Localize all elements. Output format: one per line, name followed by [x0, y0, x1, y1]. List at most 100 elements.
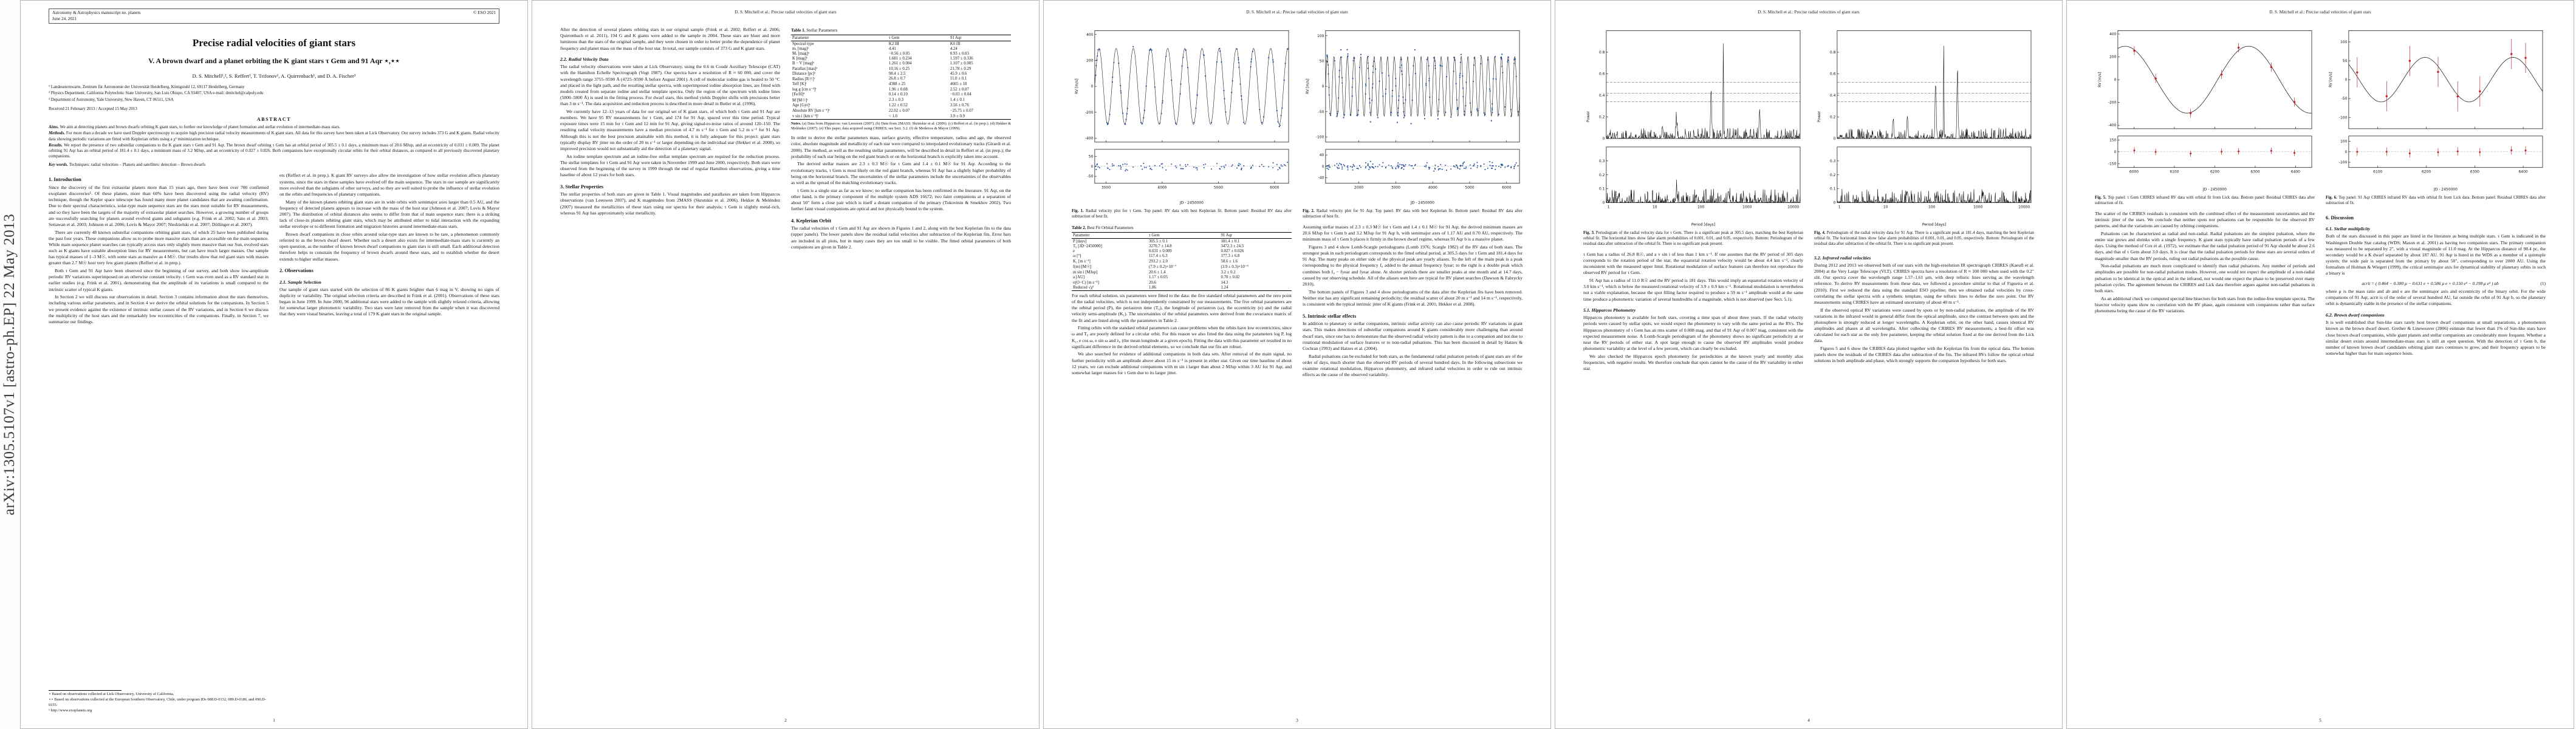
svg-text:10: 10: [1883, 205, 1888, 210]
svg-text:JD - 2450000: JD - 2450000: [2202, 188, 2227, 192]
svg-text:1: 1: [1838, 205, 1841, 210]
table-cell: 22.02 ± 0.07: [888, 108, 910, 113]
paragraph: Figures 5 and 6 show the CRIRES data plo…: [1814, 346, 2034, 364]
page-content: After the detection of several planets o…: [560, 21, 1011, 714]
table-header-cell: τ Gem: [1147, 232, 1220, 239]
subsection-heading: 2.1. Sample Selection: [279, 279, 321, 285]
table-cell: Absolute RV [km s⁻¹]ᵉ: [792, 109, 830, 114]
table-cell: 58.6 ± 1.6: [1221, 259, 1238, 264]
table-notes-lead: Notes.: [791, 121, 803, 126]
table-cell: 3.2 ± 0.2: [1221, 270, 1236, 275]
svg-text:-400: -400: [2108, 123, 2117, 128]
table-cell: K2 III: [888, 41, 899, 46]
paragraph: Radial pulsations can be excluded for bo…: [1303, 353, 1523, 378]
table-cell: 181.4 ± 0.1: [1221, 239, 1240, 244]
table-cell: Age [Gyr]ᶜ: [792, 103, 810, 108]
table-row: σ(O−C) [m s⁻¹] 20.6 14.3: [1072, 279, 1292, 286]
svg-text:0.3: 0.3: [1599, 159, 1605, 163]
paragraph: In order to derive the stellar parameter…: [791, 135, 1011, 159]
svg-text:-400: -400: [1085, 136, 1094, 140]
paragraph: In addition to planetary or stellar comp…: [1303, 321, 1523, 351]
rv-plot: -400 -200 0 200 400 -50 0 50 3000 4000 5000 6000 JD …: [1075, 30, 1289, 205]
table-row: Reduced √χ² 1.86 1.24: [1072, 286, 1292, 291]
svg-text:0.1: 0.1: [1599, 187, 1605, 191]
svg-text:100: 100: [1928, 205, 1936, 210]
table-cell: −0.56 ± 0.05: [888, 51, 910, 56]
table-cell: K₁ [m s⁻¹]: [1073, 259, 1091, 264]
column-2: -100 -50 0 50 100 -100 0 100 6100 6200 6300 6400 JD …: [2326, 27, 2546, 714]
svg-text:100: 100: [2340, 40, 2348, 44]
table-cell: 4.41: [888, 46, 896, 51]
paragraph: The bottom panels of Figures 3 and 4 sho…: [1303, 289, 1523, 307]
table-cell: σ(O−C) [m s⁻¹]: [1073, 281, 1099, 286]
table-cell: mᵥ [mag]ᵃ: [792, 46, 809, 51]
table-cell: 1.4 ± 0.1: [950, 98, 965, 103]
footnote-url[interactable]: ¹ http://www.exoplanets.org: [49, 708, 92, 713]
table-cell: 0.031 ± 0.009: [1148, 248, 1172, 253]
table-cell: 293.2 ± 2.0: [1148, 259, 1168, 264]
section-heading: 5. Intrinsic stellar effects: [1303, 313, 1357, 319]
page-content: -400 -200 0 200 400 -50 0 50 3000 4000 5000 6000 JD …: [1072, 21, 1523, 714]
svg-text:0: 0: [1091, 165, 1094, 169]
abstract-paragraph: Aims. We aim at detecting planets and br…: [49, 125, 341, 130]
figure-caption: Fig. 4. Periodogram of the radial veloci…: [1814, 231, 2034, 246]
table-cell: 1.24: [1221, 286, 1228, 290]
table-row: Distance [pc]ᵃ 98.4 ± 2.5 45.9 ± 0.6: [791, 71, 1011, 76]
subsection-heading: 5.2. Infrared radial velocities: [1814, 255, 1871, 261]
figure-2: -100 -50 0 50 100 -40 0 40 2000 3000 4000 5000 6000 J…: [1303, 27, 1523, 224]
keywords-line: Key words. Techniques: radial velocities…: [49, 162, 206, 168]
paragraph: τ Gem is a single star as far as we know…: [791, 187, 1011, 212]
paragraph: Brown dwarf companions in close orbits a…: [279, 231, 499, 262]
table-cell: < 1.0: [888, 114, 897, 118]
table-header-cell: Parameter: [791, 35, 888, 41]
table-title: Table 2. Best Fit Orbital Parameters: [1072, 225, 1134, 230]
svg-text:0.8: 0.8: [1830, 50, 1836, 55]
subsection-heading: 6.1. Stellar multiplicity: [2326, 226, 2371, 232]
paragraph: Fitting orbits with the standard orbital…: [1072, 325, 1292, 349]
paragraph: We also checked the Hipparcos epoch phot…: [1583, 353, 1803, 372]
table-cell: K0 III: [950, 41, 961, 46]
table-cell: 20.6 ± 1.4: [1148, 270, 1166, 275]
table-cell: 11.0 ± 0.1: [950, 77, 967, 81]
svg-text:400: 400: [2109, 32, 2117, 36]
paragraph: Our sample of giant stars started with t…: [279, 286, 499, 317]
svg-text:0.6: 0.6: [1599, 72, 1605, 76]
svg-text:0.8: 0.8: [1599, 50, 1605, 55]
paragraph: Figures 3 and 4 show Lomb-Scargle period…: [1303, 244, 1523, 287]
svg-text:10000: 10000: [1787, 205, 1799, 210]
section-heading: 4. Keplerian Orbit: [791, 217, 832, 224]
table-cell: 0.93 ± 0.03: [950, 51, 969, 56]
arxiv-watermark: arXiv:1305.5107v1 [astro-ph.EP] 22 May 2…: [1, 213, 18, 516]
paragraph: Many of the known planets orbiting giant…: [279, 199, 499, 230]
table-cell: Teff [K]ᶜ: [792, 82, 807, 87]
svg-text:-50: -50: [2341, 97, 2348, 101]
paragraph: The radial velocities of τ Gem and 91 Aq…: [791, 225, 1011, 250]
table-title: Table 1. Stellar Parameters: [791, 28, 838, 33]
abstract-paragraph: Results. We report the presence of two s…: [49, 142, 499, 159]
running-header: D. S. Mitchell et al.: Precise radial ve…: [735, 10, 837, 15]
svg-text:50: 50: [1320, 59, 1324, 63]
svg-text:10000: 10000: [2018, 205, 2030, 210]
svg-text:40: 40: [1320, 153, 1324, 157]
affiliation: ³ Department of Astronomy, Yale Universi…: [49, 97, 174, 102]
column-2: -100 -50 0 50 100 -40 0 40 2000 3000 4000 5000 6000 J…: [1303, 27, 1523, 714]
table-cell: 177.3 ± 6.8: [1221, 254, 1240, 259]
equation: acrit = ( 0.464 − 0.380 μ − 0.631 e + 0.…: [2326, 281, 2546, 286]
svg-text:0: 0: [1091, 84, 1094, 89]
table-header-cell: τ Gem: [887, 35, 949, 41]
table-cell: 26.8 ± 0.7: [888, 77, 906, 81]
svg-text:RV [m/s]: RV [m/s]: [1075, 78, 1079, 94]
table-cell: 4665 ± 18: [950, 82, 967, 87]
page-title: Precise radial velocities of giant stars: [192, 37, 356, 49]
copyright-note: © ESO 2021: [473, 10, 496, 15]
footnotes: ⋆ Based on observations collected at Lic…: [49, 688, 269, 714]
table-cell: ω [°]: [1073, 254, 1081, 259]
svg-text:0: 0: [1834, 137, 1836, 141]
figure-caption: Fig. 2. Radial velocity plot for 91 Aqr.…: [1303, 209, 1523, 219]
running-header: D. S. Mitchell et al.: Precise radial ve…: [2269, 10, 2371, 15]
columns: -400 -200 0 200 400 -50 0 50 3000 4000 5000 6000 JD …: [1072, 27, 1523, 714]
subsection-heading: 6.2. Brown dwarf companions: [2326, 312, 2385, 318]
table-row: B − V [mag]ᵃ 1.261 ± 0.004 1.107 ± 0.005: [791, 61, 1011, 66]
figure-caption-lead: Fig. 5.: [2095, 196, 2108, 200]
table-cell: 45.9 ± 0.6: [950, 71, 967, 76]
